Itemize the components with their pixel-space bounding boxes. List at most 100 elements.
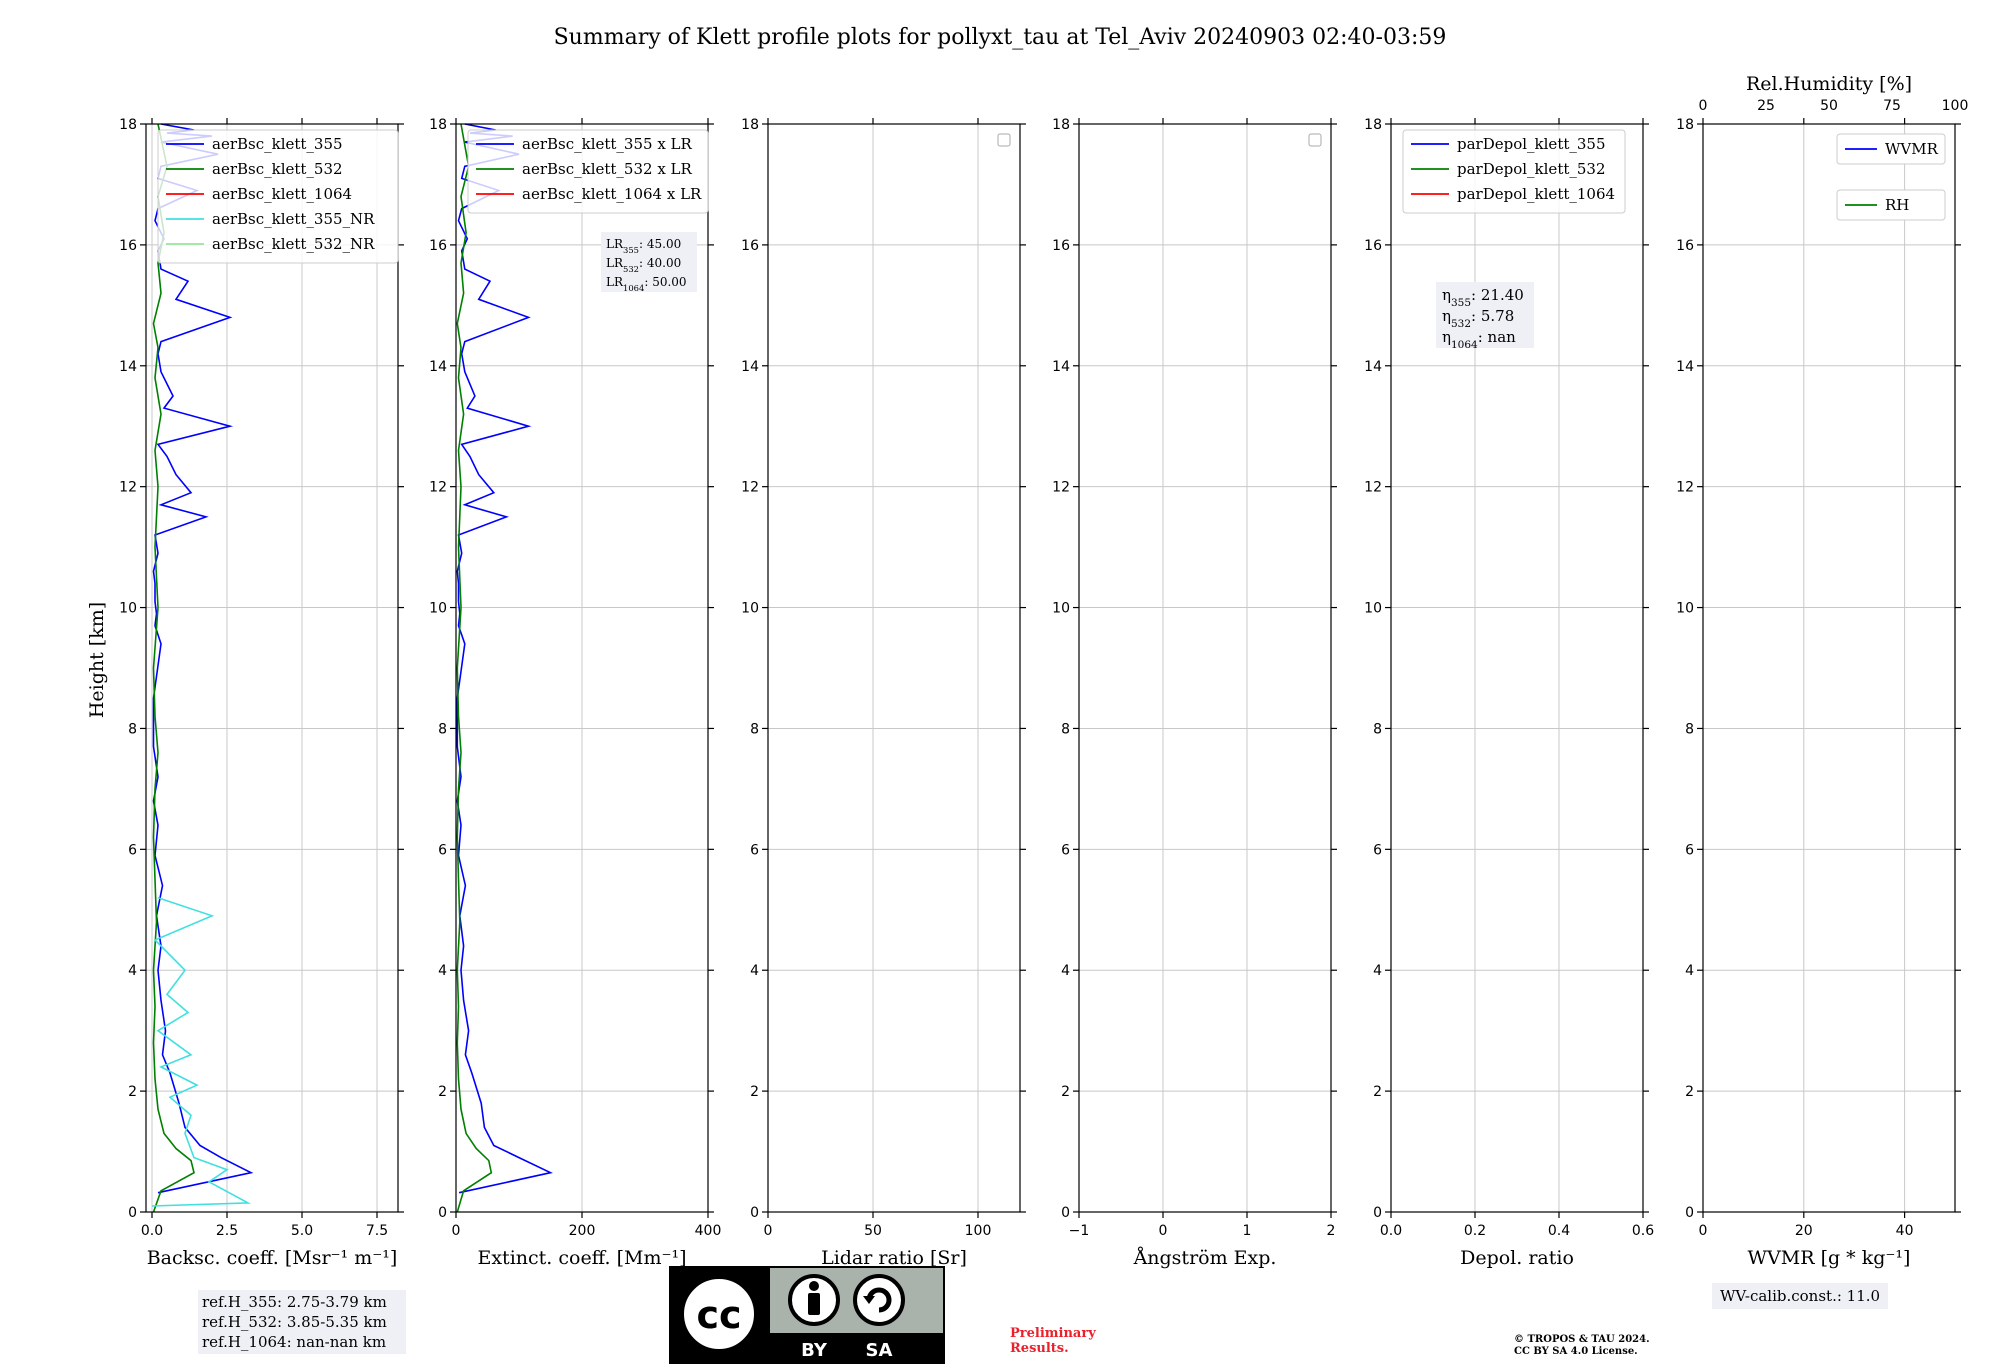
y-tick-label: 2 <box>1685 1084 1694 1100</box>
y-tick-label: 6 <box>750 842 759 858</box>
y-tick-label: 4 <box>1061 963 1070 979</box>
panel-depol: 0.0 0.2 0.4 0.6 0 2 4 6 8 10 12 14 16 18 Depol. ratio p… <box>1364 117 1654 1269</box>
y-tick-label: 16 <box>1676 238 1694 254</box>
legend-label: aerBsc_klett_1064 <box>212 185 352 203</box>
axes-frame <box>767 123 1021 1213</box>
reference-height-box: ref.H_355: 2.75-3.79 km ref.H_532: 3.85-… <box>198 1290 406 1354</box>
empty-legend-box <box>997 133 1011 147</box>
y-tick-label: 10 <box>1364 601 1382 617</box>
y-tick-label: 0 <box>1685 1205 1694 1221</box>
y-tick-label: 6 <box>1061 842 1070 858</box>
legend-label: parDepol_klett_532 <box>1457 160 1606 178</box>
legend-box <box>467 129 709 214</box>
top-tick-label: 75 <box>1883 98 1901 114</box>
y-tick-label: 6 <box>128 842 137 858</box>
legend-label: WVMR <box>1885 140 1939 158</box>
x-tick-label: 40 <box>1896 1223 1914 1239</box>
legend-label: aerBsc_klett_1064 x LR <box>522 185 702 203</box>
x-axis-label: Lidar ratio [Sr] <box>821 1247 967 1269</box>
y-tick-label: 8 <box>1061 721 1070 737</box>
x-tick-label: 400 <box>695 1223 722 1239</box>
cc-by-label: BY <box>801 1340 828 1361</box>
x-tick-label: 1 <box>1243 1223 1252 1239</box>
cc-sa-label: SA <box>866 1340 893 1361</box>
x-axis-label: Extinct. coeff. [Mm⁻¹] <box>477 1247 686 1269</box>
y-tick-label: 12 <box>429 480 447 496</box>
y-tick-label: 8 <box>1373 721 1382 737</box>
eta-text-line: η532: 5.78 <box>1442 307 1514 330</box>
y-tick-label: 6 <box>438 842 447 858</box>
y-tick-label: 0 <box>750 1205 759 1221</box>
lr-text-box <box>601 232 697 292</box>
y-tick-label: 0 <box>128 1205 137 1221</box>
y-tick-label: 4 <box>1685 963 1694 979</box>
eta-text-line: η1064: nan <box>1442 328 1516 351</box>
y-tick-label: 2 <box>750 1084 759 1100</box>
x-tick-label: 50 <box>864 1223 882 1239</box>
panel-wvmr: 0 20 40 0 2 4 6 8 10 12 14 16 18 WVMR [g * kg⁻¹] 0 25 50… <box>1676 73 1968 1269</box>
y-tick-label: 4 <box>128 963 137 979</box>
y-tick-label: 14 <box>1052 359 1070 375</box>
legend-label: aerBsc_klett_532_NR <box>212 235 375 253</box>
ref-height-532: ref.H_532: 3.85-5.35 km <box>202 1313 387 1331</box>
y-tick-label: 18 <box>741 117 759 133</box>
y-tick-label: 16 <box>429 238 447 254</box>
figure-title: Summary of Klett profile plots for polly… <box>554 25 1447 50</box>
y-tick-label: 12 <box>741 480 759 496</box>
preliminary-results-note: Preliminary Results. <box>1010 1326 1096 1356</box>
y-tick-label: 6 <box>1685 842 1694 858</box>
top-tick-label: 50 <box>1820 98 1838 114</box>
legend-box <box>157 129 399 264</box>
legend-label: RH <box>1885 196 1909 214</box>
x-tick-label: 0 <box>452 1223 461 1239</box>
y-tick-label: 0 <box>1061 1205 1070 1221</box>
y-tick-label: 14 <box>741 359 759 375</box>
legend-label: parDepol_klett_355 <box>1457 135 1606 153</box>
y-tick-label: 12 <box>1676 480 1694 496</box>
eta-text-box <box>1436 282 1534 348</box>
axes-frame <box>145 123 399 1213</box>
x-tick-label: 20 <box>1795 1223 1813 1239</box>
preliminary-line-1: Preliminary <box>1010 1326 1096 1341</box>
panel-lidar_ratio: 0 50 100 0 2 4 6 8 10 12 14 16 18 Lidar ratio [Sr] <box>741 117 1026 1269</box>
y-tick-label: 0 <box>438 1205 447 1221</box>
x-axis-label: Backsc. coeff. [Msr⁻¹ m⁻¹] <box>147 1247 398 1269</box>
y-tick-label: 16 <box>1052 238 1070 254</box>
y-tick-label: 12 <box>119 480 137 496</box>
x-tick-label: 0 <box>764 1223 773 1239</box>
x-tick-label: 0.4 <box>1548 1223 1570 1239</box>
x-tick-label: 200 <box>569 1223 596 1239</box>
x-tick-label: 0.2 <box>1464 1223 1486 1239</box>
x-axis-label: Depol. ratio <box>1460 1247 1574 1269</box>
y-tick-label: 18 <box>1364 117 1382 133</box>
copyright-note: © TROPOS & TAU 2024. CC BY SA 4.0 Licens… <box>1514 1334 1650 1358</box>
by-person-head <box>809 1281 819 1291</box>
top-tick-label: 25 <box>1757 98 1775 114</box>
y-tick-label: 18 <box>1052 117 1070 133</box>
legend-label: aerBsc_klett_355_NR <box>212 210 375 228</box>
legend-label: parDepol_klett_1064 <box>1457 185 1615 203</box>
legend-label: aerBsc_klett_355 <box>212 135 343 153</box>
cc-circle-icon <box>678 1273 760 1355</box>
by-person-body <box>808 1293 820 1315</box>
x-axis-label: WVMR [g * kg⁻¹] <box>1748 1247 1911 1269</box>
y-tick-label: 0 <box>1373 1205 1382 1221</box>
x-tick-label: 5.0 <box>291 1223 313 1239</box>
x-tick-label: 0.6 <box>1632 1223 1654 1239</box>
y-tick-label: 18 <box>1676 117 1694 133</box>
axes-frame <box>1702 123 1956 1213</box>
x-tick-label: 0.0 <box>141 1223 163 1239</box>
lr-text-line: LR532: 40.00 <box>606 256 681 274</box>
series-line-aerBsc_klett_355 x LR <box>456 123 553 1194</box>
legend-label: aerBsc_klett_355 x LR <box>522 135 693 153</box>
y-tick-label: 12 <box>1364 480 1382 496</box>
x-tick-label: 0 <box>1699 1223 1708 1239</box>
sa-icon <box>853 1274 905 1326</box>
series-line-aerBsc_klett_355 <box>152 123 254 1194</box>
series-line-aerBsc_klett_532 x LR <box>456 123 493 1213</box>
y-tick-label: 16 <box>1364 238 1382 254</box>
y-tick-label: 8 <box>128 721 137 737</box>
wv-calibration-box: WV-calib.const.: 11.0 <box>1712 1283 1889 1309</box>
